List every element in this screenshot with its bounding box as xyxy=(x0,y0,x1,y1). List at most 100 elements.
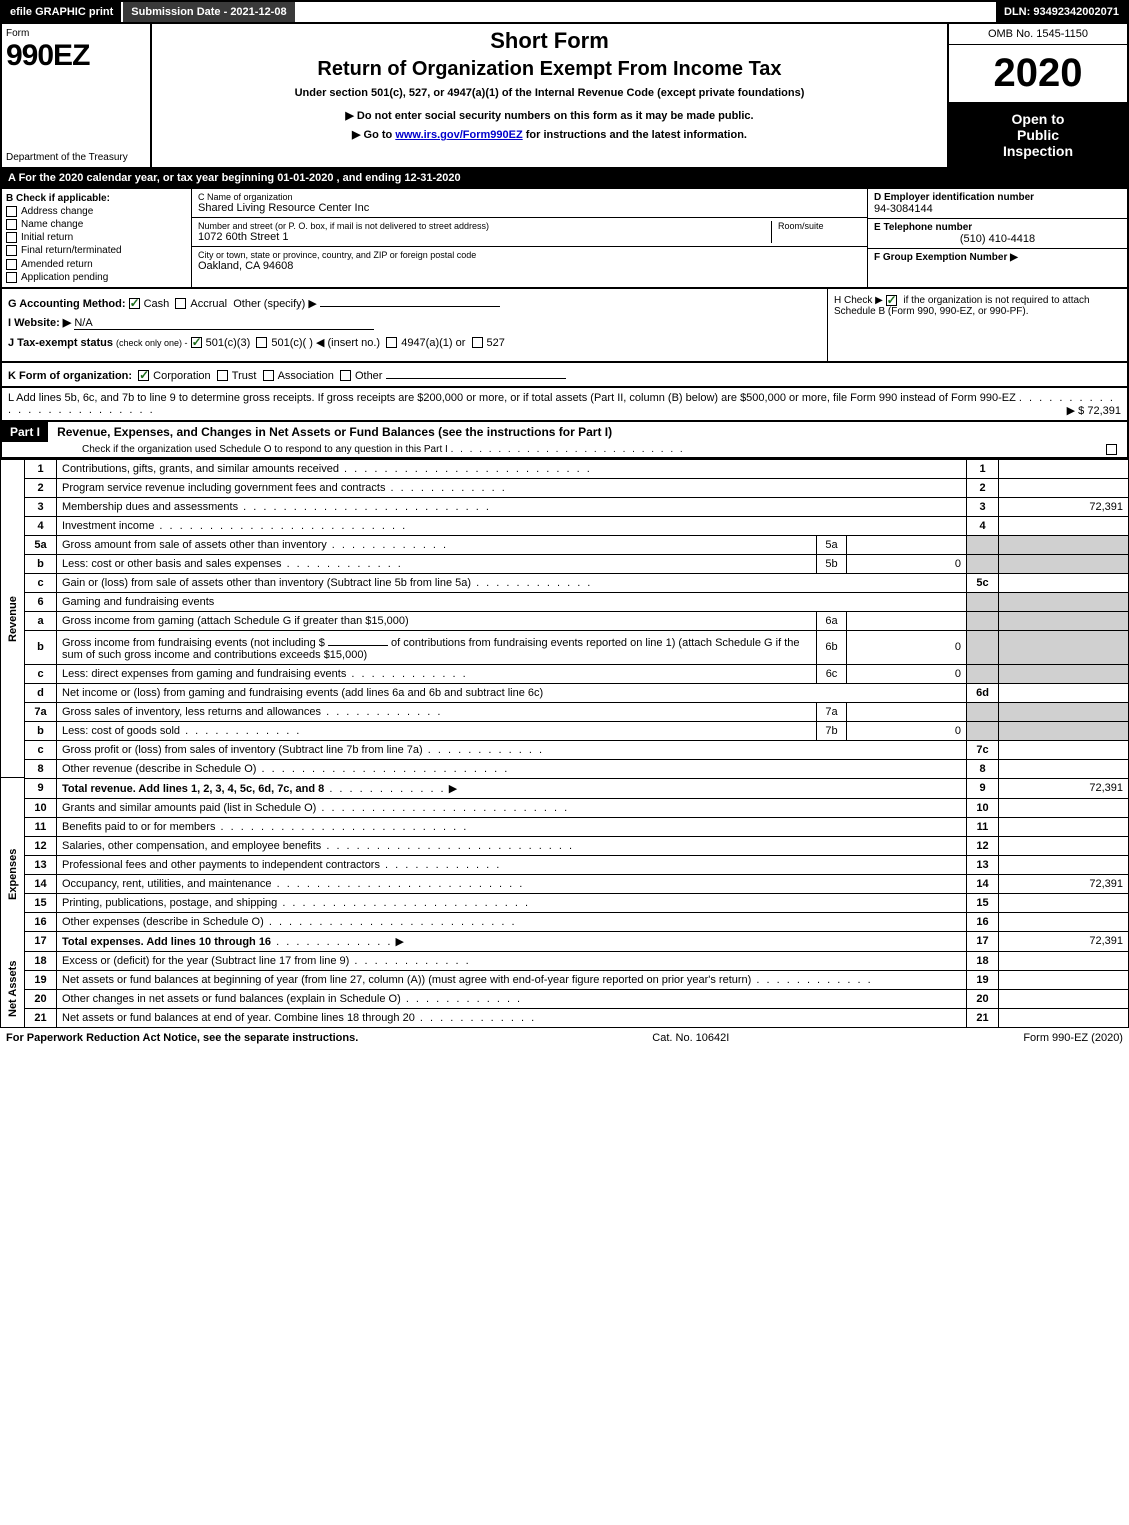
line-3: 3 Membership dues and assessments 3 72,3… xyxy=(1,497,1129,516)
line-11: 11 Benefits paid to or for members 11 xyxy=(1,817,1129,836)
line-6: 6 Gaming and fundraising events xyxy=(1,592,1129,611)
chk-schedule-o-part1[interactable] xyxy=(1106,444,1117,455)
entity-info-block: B Check if applicable: Address change Na… xyxy=(0,189,1129,289)
line-1: Revenue 1 Contributions, gifts, grants, … xyxy=(1,459,1129,478)
arrow-icon: ▶ xyxy=(395,935,403,948)
line-5a: 5a Gross amount from sale of assets othe… xyxy=(1,535,1129,554)
line-7a: 7a Gross sales of inventory, less return… xyxy=(1,702,1129,721)
chk-amended-return[interactable]: Amended return xyxy=(6,259,187,270)
efile-print-button[interactable]: efile GRAPHIC print xyxy=(2,2,123,22)
part-1-check-text: Check if the organization used Schedule … xyxy=(82,444,448,455)
line-6b: b Gross income from fundraising events (… xyxy=(1,630,1129,664)
row-k: K Form of organization: Corporation Trus… xyxy=(0,363,1129,388)
chk-application-pending[interactable]: Application pending xyxy=(6,272,187,283)
line-13: 13 Professional fees and other payments … xyxy=(1,855,1129,874)
form-header: Form 990EZ Department of the Treasury Sh… xyxy=(0,24,1129,169)
expenses-side-label: Expenses xyxy=(1,798,25,951)
line-16: 16 Other expenses (describe in Schedule … xyxy=(1,912,1129,931)
part-1-table: Revenue 1 Contributions, gifts, grants, … xyxy=(0,459,1129,1028)
tax-exempt-label: J Tax-exempt status xyxy=(8,337,113,349)
line-17: 17 Total expenses. Add lines 10 through … xyxy=(1,931,1129,951)
line-14: 14 Occupancy, rent, utilities, and maint… xyxy=(1,874,1129,893)
box-b-header: B Check if applicable: xyxy=(6,193,187,204)
catalog-number: Cat. No. 10642I xyxy=(652,1032,729,1044)
line-7b: b Less: cost of goods sold 7b 0 xyxy=(1,721,1129,740)
part-1-header: Part I Revenue, Expenses, and Changes in… xyxy=(0,422,1129,459)
fundraising-amount-input[interactable] xyxy=(328,634,388,646)
other-org-input[interactable] xyxy=(386,367,566,379)
line-19: 19 Net assets or fund balances at beginn… xyxy=(1,970,1129,989)
chk-final-return[interactable]: Final return/terminated xyxy=(6,245,187,256)
chk-501c3[interactable] xyxy=(191,337,202,348)
top-bar: efile GRAPHIC print Submission Date - 20… xyxy=(0,0,1129,24)
revenue-side-label: Revenue xyxy=(1,459,25,778)
room-label: Room/suite xyxy=(778,221,861,231)
org-name-value: Shared Living Resource Center Inc xyxy=(198,202,861,214)
line-12: 12 Salaries, other compensation, and emp… xyxy=(1,836,1129,855)
short-form-title: Short Form xyxy=(160,28,939,54)
street-value: 1072 60th Street 1 xyxy=(198,231,771,243)
row-j: J Tax-exempt status (check only one) - 5… xyxy=(8,336,821,349)
row-l-text: L Add lines 5b, 6c, and 7b to line 9 to … xyxy=(8,392,1016,404)
chk-initial-return[interactable]: Initial return xyxy=(6,232,187,243)
part-1-title: Revenue, Expenses, and Changes in Net As… xyxy=(51,422,618,442)
group-exemption-label: F Group Exemption Number ▶ xyxy=(874,252,1121,263)
chk-corporation[interactable] xyxy=(138,370,149,381)
box-b: B Check if applicable: Address change Na… xyxy=(2,189,192,287)
main-title: Return of Organization Exempt From Incom… xyxy=(160,58,939,81)
box-d-e-f: D Employer identification number 94-3084… xyxy=(867,189,1127,287)
open-to-public: Open to Public Inspection xyxy=(949,103,1127,167)
street-label: Number and street (or P. O. box, if mail… xyxy=(198,221,771,231)
website-label: I Website: ▶ xyxy=(8,317,71,329)
row-h: H Check ▶ if the organization is not req… xyxy=(827,289,1127,361)
line-15: 15 Printing, publications, postage, and … xyxy=(1,893,1129,912)
open-line2: Public xyxy=(953,127,1123,143)
dept-label: Department of the Treasury xyxy=(6,152,128,163)
paperwork-notice: For Paperwork Reduction Act Notice, see … xyxy=(6,1032,358,1044)
page-footer: For Paperwork Reduction Act Notice, see … xyxy=(0,1028,1129,1048)
telephone-label: E Telephone number xyxy=(874,222,1121,233)
other-method-input[interactable] xyxy=(320,295,500,307)
net-assets-side-label: Net Assets xyxy=(1,951,25,1027)
tax-year: 2020 xyxy=(949,45,1127,103)
org-name-label: C Name of organization xyxy=(198,192,861,202)
telephone-value: (510) 410-4418 xyxy=(874,233,1121,245)
header-left: Form 990EZ Department of the Treasury xyxy=(2,24,152,167)
irs-link[interactable]: www.irs.gov/Form990EZ xyxy=(395,129,522,141)
line-6a: a Gross income from gaming (attach Sched… xyxy=(1,611,1129,630)
line-9: 9 Total revenue. Add lines 1, 2, 3, 4, 5… xyxy=(1,778,1129,798)
chk-527[interactable] xyxy=(472,337,483,348)
form-of-org-label: K Form of organization: xyxy=(8,370,132,382)
submission-date-label: Submission Date - 2021-12-08 xyxy=(123,2,294,22)
accounting-method-label: G Accounting Method: xyxy=(8,298,126,310)
chk-cash[interactable] xyxy=(129,298,140,309)
line-5c: c Gain or (loss) from sale of assets oth… xyxy=(1,573,1129,592)
chk-schedule-b[interactable] xyxy=(886,295,897,306)
line-18: Net Assets 18 Excess or (deficit) for th… xyxy=(1,951,1129,970)
chk-other-org[interactable] xyxy=(340,370,351,381)
open-line3: Inspection xyxy=(953,143,1123,159)
box-c: C Name of organization Shared Living Res… xyxy=(192,189,867,287)
line-21: 21 Net assets or fund balances at end of… xyxy=(1,1008,1129,1027)
row-a-tax-year: A For the 2020 calendar year, or tax yea… xyxy=(0,169,1129,189)
chk-address-change[interactable]: Address change xyxy=(6,206,187,217)
chk-name-change[interactable]: Name change xyxy=(6,219,187,230)
rows-g-h-i-j: G Accounting Method: Cash Accrual Other … xyxy=(0,289,1129,363)
line-5b: b Less: cost or other basis and sales ex… xyxy=(1,554,1129,573)
line-6d: d Net income or (loss) from gaming and f… xyxy=(1,683,1129,702)
row-g: G Accounting Method: Cash Accrual Other … xyxy=(8,295,821,310)
gross-receipts-amount: ▶ $ 72,391 xyxy=(1067,404,1121,417)
row-l: L Add lines 5b, 6c, and 7b to line 9 to … xyxy=(0,388,1129,422)
chk-association[interactable] xyxy=(263,370,274,381)
subtitle-3: ▶ Go to www.irs.gov/Form990EZ for instru… xyxy=(160,128,939,141)
chk-501c[interactable] xyxy=(256,337,267,348)
chk-accrual[interactable] xyxy=(175,298,186,309)
line-10: Expenses 10 Grants and similar amounts p… xyxy=(1,798,1129,817)
part-1-bar: Part I xyxy=(2,422,48,442)
sub3-pre: ▶ Go to xyxy=(352,129,395,141)
ein-label: D Employer identification number xyxy=(874,192,1121,203)
form-label: Form xyxy=(6,28,146,39)
line-8: 8 Other revenue (describe in Schedule O)… xyxy=(1,759,1129,778)
chk-4947[interactable] xyxy=(386,337,397,348)
chk-trust[interactable] xyxy=(217,370,228,381)
